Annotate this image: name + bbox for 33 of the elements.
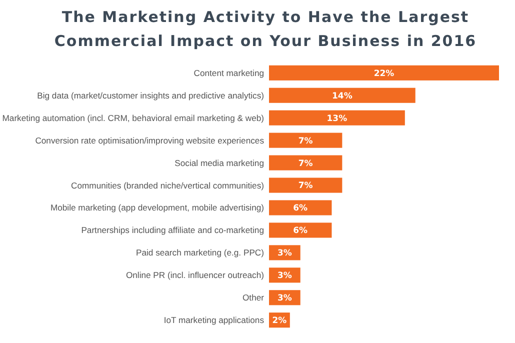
bar <box>269 222 332 238</box>
y-tick-label: Online PR (incl. influencer outreach) <box>126 270 264 280</box>
chart-title: The Marketing Activity to Have the Largest Commercial Impact on Your Business in 2016 <box>54 8 477 50</box>
y-tick-label: Social media marketing <box>174 158 264 168</box>
data-label: 3% <box>277 294 292 304</box>
data-label: 6% <box>293 226 308 236</box>
y-tick-label: Marketing automation (incl. CRM, behavioral email marketing & web) <box>2 112 264 123</box>
bar <box>269 200 332 216</box>
bar <box>269 132 342 148</box>
data-label: 7% <box>298 181 314 192</box>
data-label: 7% <box>298 158 314 169</box>
data-label: 6% <box>293 204 308 214</box>
data-label: 3% <box>277 248 292 259</box>
data-label: 2% <box>272 316 288 326</box>
y-tick-label: IoT marketing applications <box>164 315 264 326</box>
bar <box>269 65 499 80</box>
y-tick-label: Other <box>242 292 264 303</box>
data-label: 13% <box>326 114 348 124</box>
data-label: 14% <box>332 91 353 102</box>
y-tick-label: Communities (branded niche/vertical communities) <box>71 180 264 190</box>
y-tick-label: Content marketing <box>194 68 264 78</box>
bar <box>269 110 405 126</box>
data-label: 7% <box>298 136 314 146</box>
y-tick-label: Conversion rate optimisation/improving website experiences <box>35 135 264 146</box>
y-tick-label: Mobile marketing (app development, mobile advertising) <box>50 202 264 213</box>
data-label: 22% <box>374 68 395 79</box>
y-tick-label: Big data (market/customer insights and predictive analytics) <box>37 90 264 100</box>
bar <box>269 88 416 103</box>
y-tick-label: Partnerships including affiliate and co-marketing <box>81 225 264 236</box>
bar <box>269 178 342 193</box>
y-tick-label: Paid search marketing (e.g. PPC) <box>136 248 264 258</box>
data-label: 3% <box>277 271 292 282</box>
bar <box>269 155 342 170</box>
